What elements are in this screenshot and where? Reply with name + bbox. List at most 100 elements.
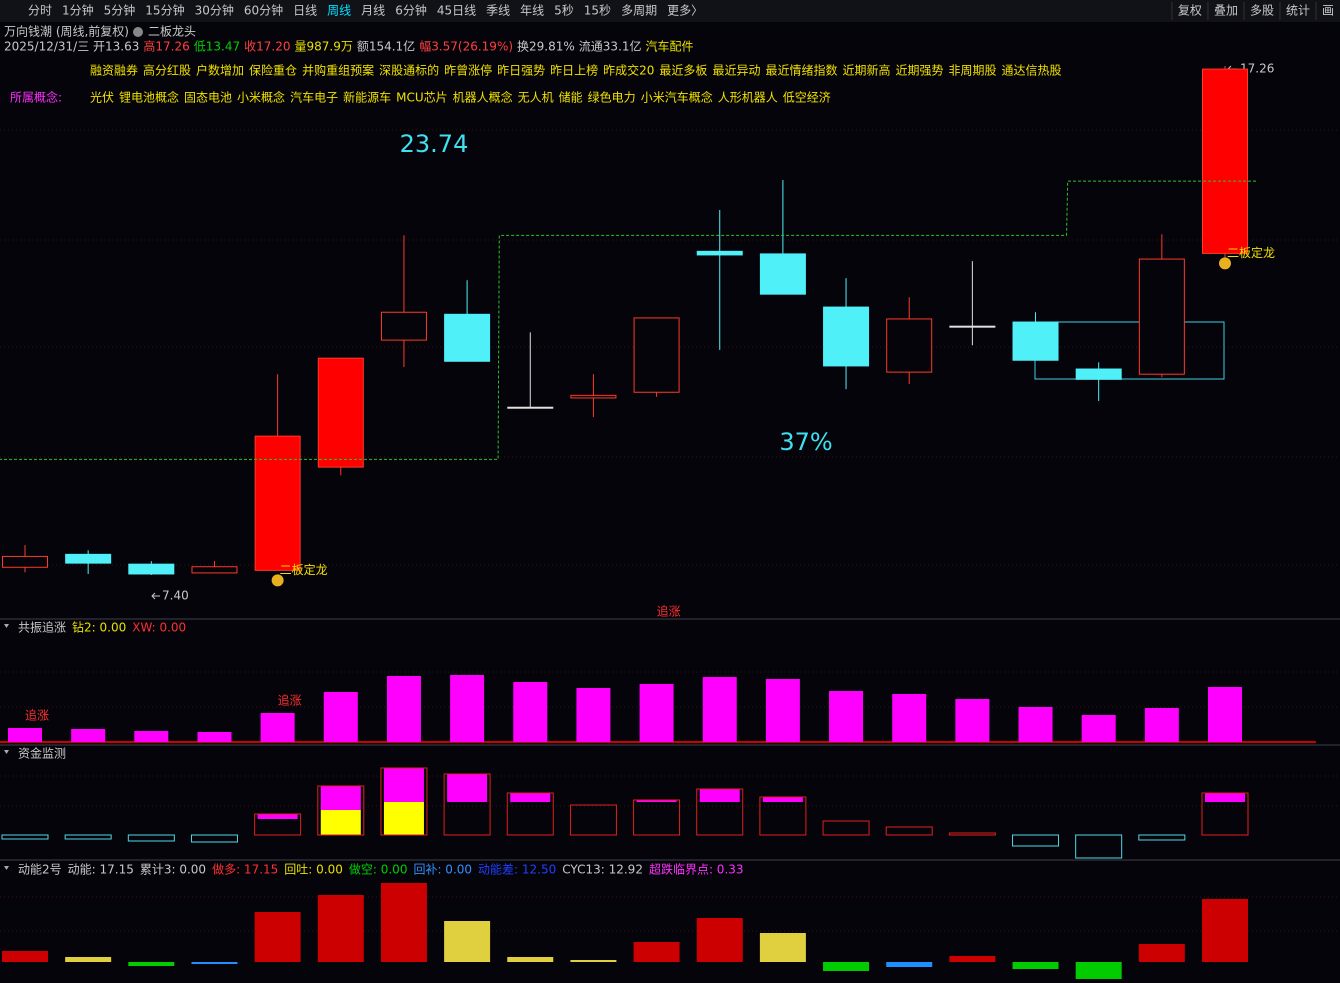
period-tab[interactable]: 6分钟	[395, 3, 427, 18]
period-tab[interactable]: 60分钟	[244, 3, 283, 18]
candle-body	[1075, 368, 1122, 380]
concept-label: 所属概念:	[10, 90, 62, 105]
fund-yellow	[320, 810, 361, 835]
bar	[134, 731, 169, 742]
period-tab[interactable]: 15秒	[584, 4, 611, 18]
period-tab[interactable]: 年线	[520, 4, 544, 18]
panel-title: 超跌临界点: 0.33	[649, 862, 744, 877]
bar	[639, 684, 674, 742]
quote-field: 换29.81%	[517, 40, 575, 54]
candle-body	[380, 311, 427, 341]
tool-button[interactable]: 画	[1322, 4, 1334, 18]
momentum-bar	[380, 883, 427, 962]
quote-field: 收17.20	[244, 40, 290, 54]
period-tab[interactable]: 5分钟	[104, 3, 136, 18]
candle-body	[191, 566, 238, 574]
period-tab[interactable]: 日线	[293, 4, 317, 18]
fund-box	[633, 799, 681, 836]
panel-title: 回吐: 0.00	[284, 863, 343, 877]
tag: 昨成交20	[603, 63, 654, 78]
tool-button[interactable]: 统计	[1286, 4, 1310, 18]
icon	[133, 27, 143, 37]
period-tab[interactable]: 季线	[486, 4, 510, 18]
panel-title: 资金监测	[18, 746, 66, 761]
concept: 光伏	[90, 91, 114, 105]
fund-box	[759, 796, 807, 836]
candle-body	[949, 325, 996, 328]
momentum-bar	[1202, 899, 1248, 962]
concept: 锂电池概念	[119, 90, 179, 105]
fund-box	[696, 788, 744, 836]
fund-box	[380, 767, 428, 836]
quote-field: 低13.47	[194, 40, 240, 54]
panel-title: 累计3: 0.00	[140, 863, 206, 877]
concept: 固态电池	[184, 91, 232, 105]
bar	[765, 679, 800, 742]
tag: 昨日强势	[497, 64, 545, 78]
candle-body	[65, 553, 112, 564]
period-tab[interactable]: 周线	[327, 4, 351, 18]
bar	[386, 676, 421, 742]
fund-box	[254, 813, 302, 836]
momentum-bar	[1138, 944, 1185, 962]
momentum-bar	[1012, 962, 1059, 969]
fund-box	[317, 785, 365, 836]
high-label: 17.26	[1240, 62, 1274, 76]
period-tab[interactable]: 30分钟	[195, 3, 234, 18]
signal-label: 二板定龙	[280, 562, 328, 577]
momentum-bar	[759, 933, 806, 962]
bar	[450, 675, 485, 742]
bar	[323, 692, 358, 742]
arrow	[151, 65, 1238, 600]
stop-line	[0, 180, 1256, 460]
panel-title: XW: 0.00	[132, 621, 186, 635]
bar	[576, 688, 611, 742]
tag: 并购重组预案	[302, 63, 374, 78]
bar	[260, 713, 295, 742]
concept: 小米概念	[237, 90, 285, 105]
period-tab[interactable]: 月线	[361, 4, 385, 18]
tool-button[interactable]: 复权	[1178, 4, 1202, 18]
signal-icon	[271, 574, 284, 587]
momentum-bar	[633, 942, 680, 962]
fund-yellow	[383, 802, 424, 835]
panel-title: 动能差: 12.50	[478, 863, 556, 877]
fund-magenta	[636, 800, 677, 802]
signal-label: 二板定龙	[1227, 245, 1275, 260]
bar	[1081, 715, 1116, 742]
tool-button[interactable]: 多股	[1250, 4, 1274, 18]
stock-title: 万向钱潮 (周线,前复权)	[4, 24, 129, 39]
period-tab[interactable]: 15分钟	[145, 3, 184, 18]
period-tab[interactable]: 45日线	[437, 4, 476, 18]
stock-subtitle: 二板龙头	[148, 25, 196, 39]
signal-icon	[1219, 257, 1231, 270]
bar	[513, 682, 548, 742]
fund-box	[948, 832, 996, 836]
bar	[829, 691, 864, 742]
fund-box	[127, 834, 175, 842]
momentum-bar	[191, 962, 238, 964]
momentum-bar	[254, 912, 301, 962]
quote-field: 额154.1亿	[357, 39, 415, 54]
fund-box	[506, 792, 554, 836]
annotation: 23.74	[400, 130, 469, 158]
momentum-bar	[886, 962, 933, 967]
period-tab[interactable]: 分时	[28, 4, 52, 18]
concept: 小米汽车概念	[641, 90, 713, 105]
fund-box	[1012, 834, 1060, 847]
period-tab[interactable]: 更多〉	[667, 4, 703, 18]
period-tab[interactable]: 5秒	[554, 4, 574, 18]
tag: 融资融券	[90, 63, 138, 78]
bar	[8, 728, 42, 742]
quote-field: 汽车配件	[646, 39, 694, 54]
bar	[71, 729, 106, 742]
candle-body	[633, 317, 680, 393]
candle-body	[254, 435, 301, 571]
period-tab[interactable]: 1分钟	[62, 3, 94, 18]
period-tab[interactable]: 多周期	[621, 4, 657, 18]
quote-field: 2025/12/31/三 开13.63	[4, 40, 139, 54]
tag: 最近异动	[712, 64, 760, 78]
fund-box	[885, 826, 933, 836]
tool-button[interactable]: 叠加	[1214, 4, 1238, 18]
